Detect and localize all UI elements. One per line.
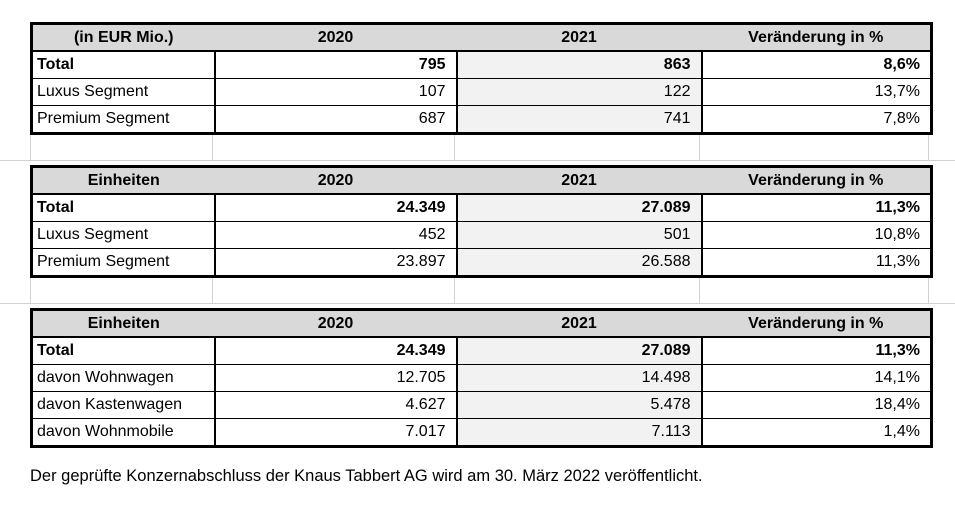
gridline-h [0, 303, 955, 304]
value-change: 14,1% [700, 364, 933, 392]
value-2020: 107 [213, 78, 458, 106]
value-2020: 23.897 [213, 248, 458, 277]
header-row: (in EUR Mio.) 2020 2021 Veränderung in % [31, 23, 932, 52]
row-label: Total [30, 193, 216, 222]
spreadsheet-gap [0, 135, 955, 165]
value-change: 1,4% [700, 418, 933, 447]
value-2021: 27.089 [455, 193, 703, 222]
column-header-label: Einheiten [31, 166, 215, 195]
value-2020: 24.349 [213, 336, 458, 365]
footer-note: Der geprüfte Konzernabschluss der Knaus … [30, 467, 703, 485]
value-2021: 501 [455, 221, 703, 249]
header-row: Einheiten 2020 2021 Veränderung in % [31, 166, 932, 195]
column-header-label: (in EUR Mio.) [31, 23, 215, 52]
table-row: Luxus Segment 107 122 13,7% [30, 78, 933, 106]
table-row: Total 24.349 27.089 11,3% [30, 336, 933, 365]
value-2020: 12.705 [213, 364, 458, 392]
column-header-change: Veränderung in % [701, 166, 932, 195]
column-header-label: Einheiten [31, 309, 215, 338]
column-header-2020: 2020 [214, 309, 457, 338]
value-change: 7,8% [700, 105, 933, 134]
row-label: davon Kastenwagen [30, 391, 216, 419]
units-by-type-table: Einheiten 2020 2021 Veränderung in % Tot… [30, 308, 933, 448]
row-label: Total [30, 50, 216, 79]
value-2021: 863 [455, 50, 703, 79]
row-label: Luxus Segment [30, 221, 216, 249]
value-2020: 687 [213, 105, 458, 134]
column-header-change: Veränderung in % [701, 309, 932, 338]
value-2021: 14.498 [455, 364, 703, 392]
gridline-v [928, 135, 929, 160]
value-2020: 24.349 [213, 193, 458, 222]
value-2020: 4.627 [213, 391, 458, 419]
value-2021: 5.478 [455, 391, 703, 419]
spreadsheet-gap [0, 278, 955, 308]
gridline-h [0, 160, 955, 161]
value-change: 8,6% [700, 50, 933, 79]
value-2020: 452 [213, 221, 458, 249]
units-table: Einheiten 2020 2021 Veränderung in % Tot… [30, 165, 933, 278]
value-change: 11,3% [700, 248, 933, 277]
table-row: Luxus Segment 452 501 10,8% [30, 221, 933, 249]
value-change: 11,3% [700, 336, 933, 365]
table-row: Premium Segment 687 741 7,8% [30, 105, 933, 134]
table-row: Total 24.349 27.089 11,3% [30, 193, 933, 222]
column-header-2020: 2020 [214, 23, 457, 52]
column-header-2021: 2021 [456, 166, 702, 195]
value-2021: 7.113 [455, 418, 703, 447]
value-2020: 7.017 [213, 418, 458, 447]
revenue-table: (in EUR Mio.) 2020 2021 Veränderung in %… [30, 22, 933, 135]
value-change: 11,3% [700, 193, 933, 222]
column-header-2021: 2021 [456, 23, 702, 52]
value-2021: 122 [455, 78, 703, 106]
top-margin [0, 0, 955, 22]
gridline-v [212, 135, 213, 160]
header-row: Einheiten 2020 2021 Veränderung in % [31, 309, 932, 338]
row-label: davon Wohnmobile [30, 418, 216, 447]
value-2020: 795 [213, 50, 458, 79]
column-header-change: Veränderung in % [701, 23, 932, 52]
gridline-v [454, 135, 455, 160]
table-row: davon Kastenwagen 4.627 5.478 18,4% [30, 391, 933, 419]
gridline-v [454, 278, 455, 303]
gridline-v [699, 278, 700, 303]
gridline-v [212, 278, 213, 303]
value-2021: 741 [455, 105, 703, 134]
value-2021: 26.588 [455, 248, 703, 277]
gridline-v [30, 278, 31, 303]
table-row: davon Wohnmobile 7.017 7.113 1,4% [30, 418, 933, 447]
table-row: Premium Segment 23.897 26.588 11,3% [30, 248, 933, 277]
gridline-v [30, 135, 31, 160]
row-label: Premium Segment [30, 105, 216, 134]
gridline-v [928, 278, 929, 303]
value-change: 13,7% [700, 78, 933, 106]
value-2021: 27.089 [455, 336, 703, 365]
table-row: Total 795 863 8,6% [30, 50, 933, 79]
table-row: davon Wohnwagen 12.705 14.498 14,1% [30, 364, 933, 392]
column-header-2020: 2020 [214, 166, 457, 195]
row-label: davon Wohnwagen [30, 364, 216, 392]
row-label: Luxus Segment [30, 78, 216, 106]
value-change: 10,8% [700, 221, 933, 249]
value-change: 18,4% [700, 391, 933, 419]
column-header-2021: 2021 [456, 309, 702, 338]
row-label: Premium Segment [30, 248, 216, 277]
gridline-v [699, 135, 700, 160]
row-label: Total [30, 336, 216, 365]
